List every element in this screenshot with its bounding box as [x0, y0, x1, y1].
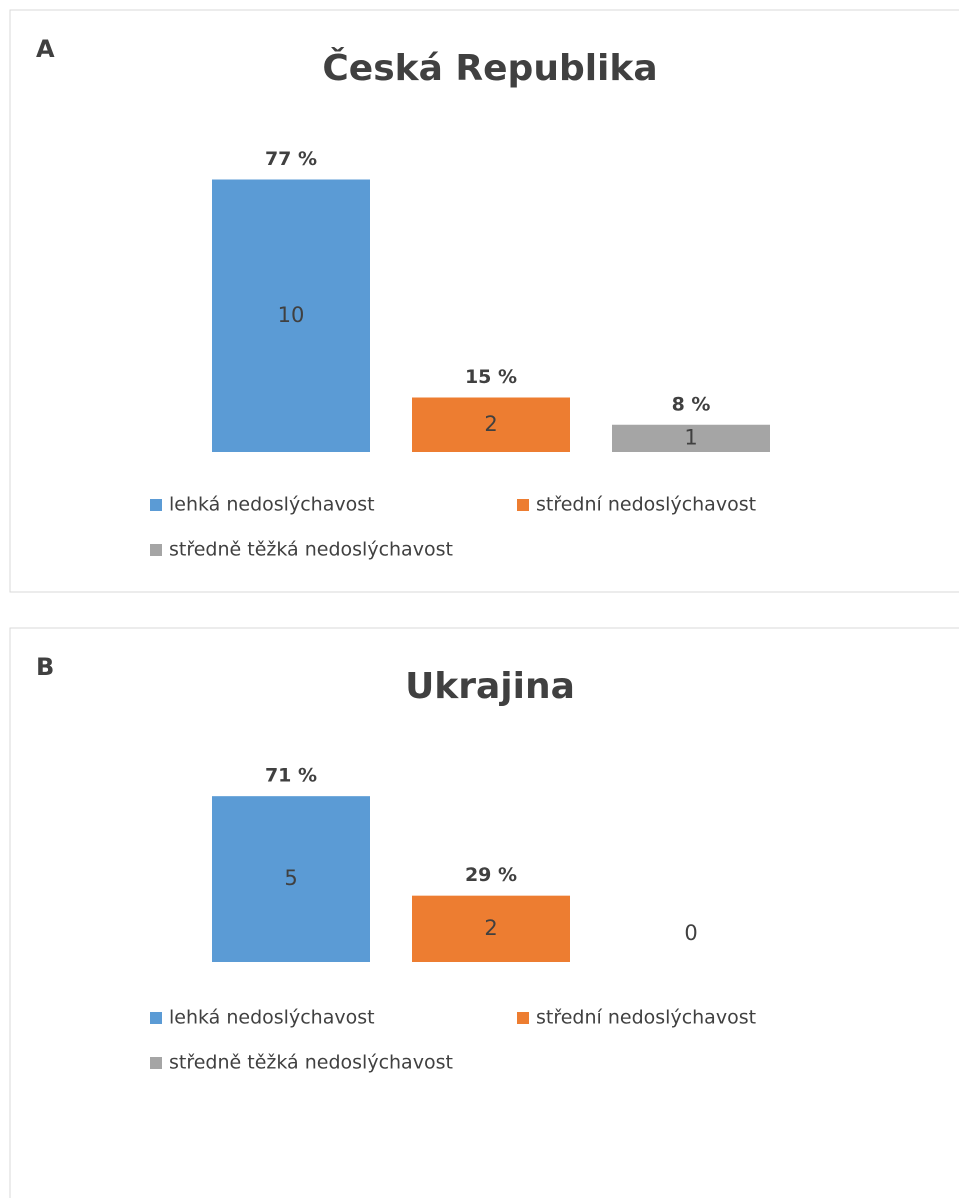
bar: [412, 895, 570, 962]
legend-label: středně těžká nedoslýchavost: [169, 1052, 453, 1074]
value-label: 5: [284, 866, 297, 890]
value-label: 0: [684, 921, 697, 945]
legend-swatch: [150, 1012, 162, 1024]
legend-swatch: [150, 499, 162, 511]
panel-a-frame: [9, 9, 959, 593]
percent-label: 29 %: [465, 864, 517, 886]
legend-swatch: [150, 544, 162, 556]
legend-label: střední nedoslýchavost: [536, 494, 756, 516]
percent-label: 15 %: [465, 366, 517, 388]
panel-label: B: [36, 653, 54, 681]
percent-label: 8 %: [672, 393, 711, 415]
legend-swatch: [150, 1057, 162, 1069]
percent-label: 71 %: [265, 765, 317, 787]
legend-label: středně těžká nedoslýchavost: [169, 539, 453, 561]
bar: [412, 397, 570, 452]
legend-label: střední nedoslýchavost: [536, 1007, 756, 1029]
legend-label: lehká nedoslýchavost: [169, 1007, 375, 1029]
chart-title: Česká Republika: [322, 47, 657, 89]
value-label: 10: [278, 303, 305, 327]
value-label: 2: [484, 412, 497, 436]
bar: [212, 796, 370, 962]
legend-label: lehká nedoslýchavost: [169, 494, 375, 516]
legend-swatch: [517, 1012, 529, 1024]
value-label: 2: [484, 916, 497, 940]
chart-title: Ukrajina: [405, 666, 575, 707]
panel-label: A: [36, 35, 55, 63]
bar: [612, 424, 770, 452]
bar: [212, 179, 370, 452]
legend-swatch: [517, 499, 529, 511]
value-label: 1: [684, 425, 697, 449]
percent-label: 77 %: [265, 148, 317, 170]
